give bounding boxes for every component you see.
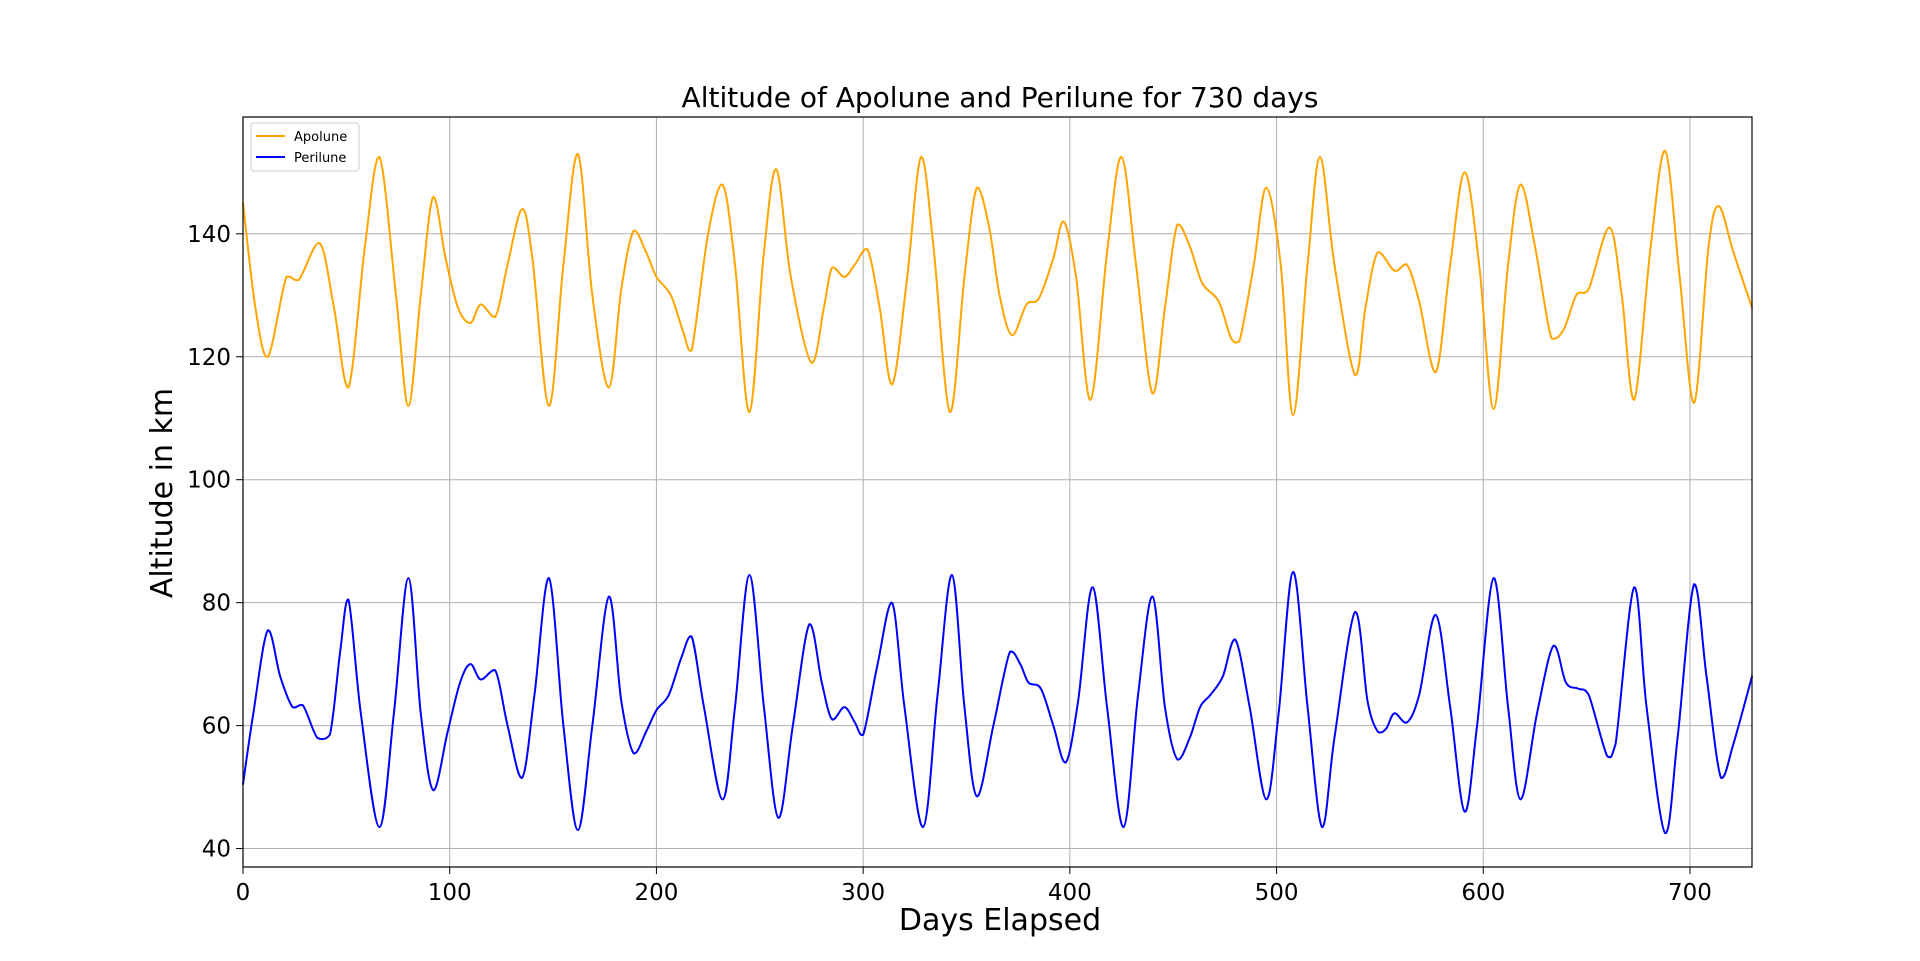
- legend-label-perilune: Perilune: [294, 151, 346, 166]
- plot-area: [242, 116, 1753, 868]
- y-axis-ticks: 40 60 80 100 120 140: [187, 222, 243, 863]
- y-tick-label: 100: [187, 468, 231, 494]
- series-lines: [242, 149, 1753, 835]
- x-tick-label: 300: [841, 880, 885, 906]
- x-tick-label: 600: [1461, 880, 1505, 906]
- chart-title: Altitude of Apolune and Perilune for 730…: [682, 81, 1319, 114]
- y-tick-label: 140: [187, 222, 231, 248]
- x-axis-label: Days Elapsed: [899, 903, 1101, 938]
- x-tick-label: 200: [634, 880, 678, 906]
- x-axis-ticks: 0 100 200 300 400 500 600 700: [236, 867, 1712, 906]
- x-tick-label: 500: [1255, 880, 1299, 906]
- y-tick-label: 60: [202, 714, 231, 740]
- x-tick-label: 0: [236, 880, 251, 906]
- y-axis-label: Altitude in km: [145, 388, 180, 598]
- x-tick-label: 700: [1668, 880, 1712, 906]
- legend: Apolune Perilune: [250, 122, 360, 172]
- x-tick-label: 400: [1048, 880, 1092, 906]
- series-line-apolune: [242, 149, 1753, 417]
- legend-label-apolune: Apolune: [294, 130, 347, 145]
- y-tick-label: 40: [202, 837, 231, 863]
- y-tick-label: 80: [202, 591, 231, 617]
- grid: [242, 117, 1752, 867]
- series-line-perilune: [242, 570, 1753, 835]
- x-tick-label: 100: [428, 880, 472, 906]
- y-tick-label: 120: [187, 345, 231, 371]
